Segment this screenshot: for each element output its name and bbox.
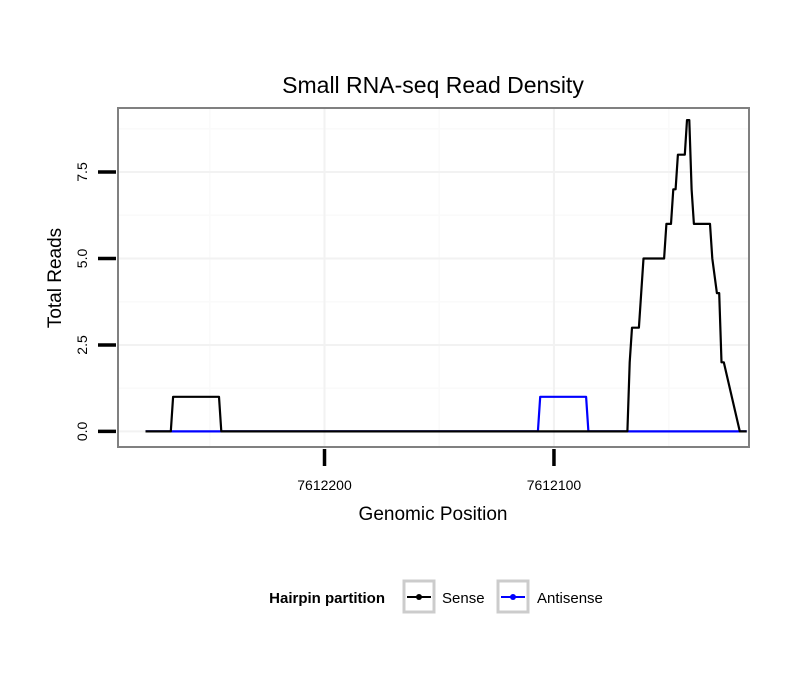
x-tick-label: 7612200 [297,477,352,493]
x-axis-title: Genomic Position [359,504,508,525]
series-group [145,118,747,433]
y-tick-label: 2.5 [74,335,90,355]
legend-dot-sense [416,594,422,600]
series-line-antisense [145,395,747,433]
legend-title: Hairpin partition [269,590,385,607]
y-tick-label: 7.5 [74,162,90,182]
series-line-sense [145,118,747,433]
y-tick-label: 5.0 [74,249,90,269]
plot-panel-border [117,107,750,448]
legend-key-sense [402,579,436,614]
y-tick-label: 0.0 [74,421,90,441]
x-axis: 7612200 7612100 [297,449,581,493]
y-axis-title: Total Reads [45,228,66,328]
x-tick-label: 7612100 [527,477,582,493]
legend-label-sense: Sense [442,590,485,607]
legend-entry-antisense[interactable]: Antisense [496,579,603,614]
legend: Hairpin partition Sense Antisense [269,579,603,614]
chart-title: Small RNA-seq Read Density [282,72,584,98]
legend-key-antisense [496,579,530,614]
y-axis: 0.0 2.5 5.0 7.5 [74,162,116,441]
legend-dot-antisense [510,594,516,600]
legend-label-antisense: Antisense [537,590,603,607]
legend-entry-sense[interactable]: Sense [402,579,485,614]
